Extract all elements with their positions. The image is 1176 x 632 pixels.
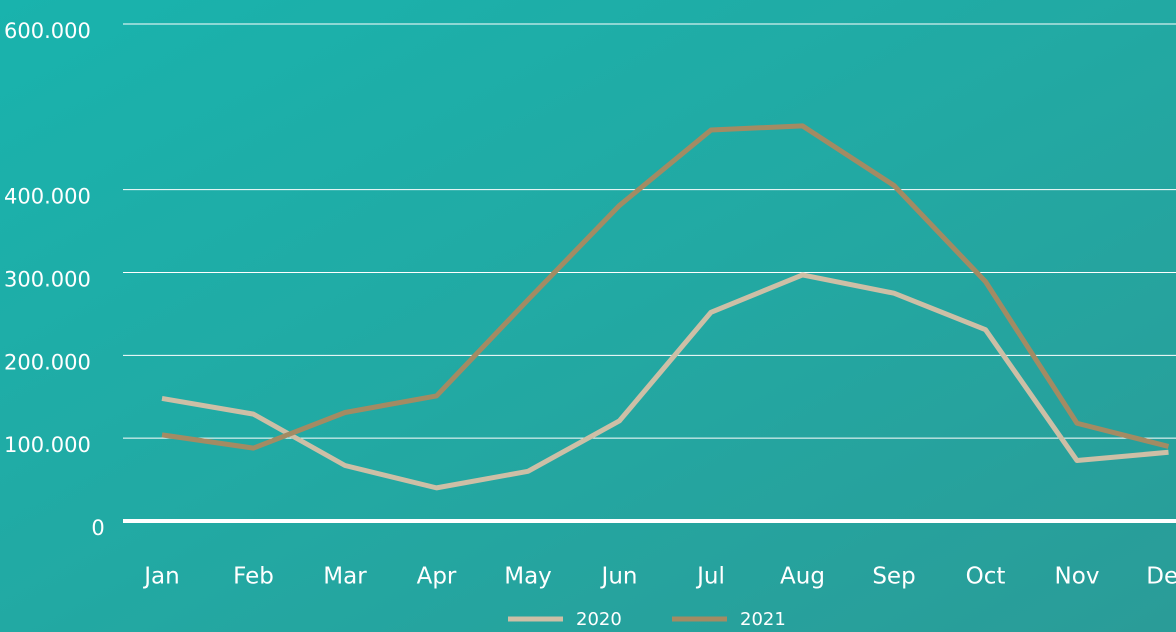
x-tick-label: Oct <box>966 564 1006 590</box>
x-tick-label: Dec <box>1146 564 1176 590</box>
x-tick-label: Jan <box>142 564 179 590</box>
series-line <box>161 272 1169 491</box>
legend-label: 2020 <box>576 609 622 630</box>
x-tick-label: Mar <box>323 564 367 590</box>
x-tick-label: Nov <box>1055 564 1100 590</box>
y-tick-label: 100.000 <box>4 433 91 457</box>
x-tick-label: May <box>504 564 552 590</box>
y-tick-label: 600.000 <box>4 19 91 43</box>
x-tick-label: Feb <box>233 564 274 590</box>
y-tick-label: 300.000 <box>4 268 91 292</box>
x-tick-label: Jul <box>695 564 725 590</box>
x-tick-label: Apr <box>417 564 457 590</box>
x-tick-label: Sep <box>872 564 915 590</box>
y-tick-label: 0 <box>91 516 104 540</box>
y-tick-label: 400.000 <box>4 185 91 209</box>
series-line <box>161 123 1170 451</box>
legend-label: 2021 <box>740 609 786 630</box>
x-tick-label: Jun <box>600 564 638 590</box>
x-tick-label: Aug <box>780 564 825 590</box>
y-tick-label: 200.000 <box>4 350 91 374</box>
